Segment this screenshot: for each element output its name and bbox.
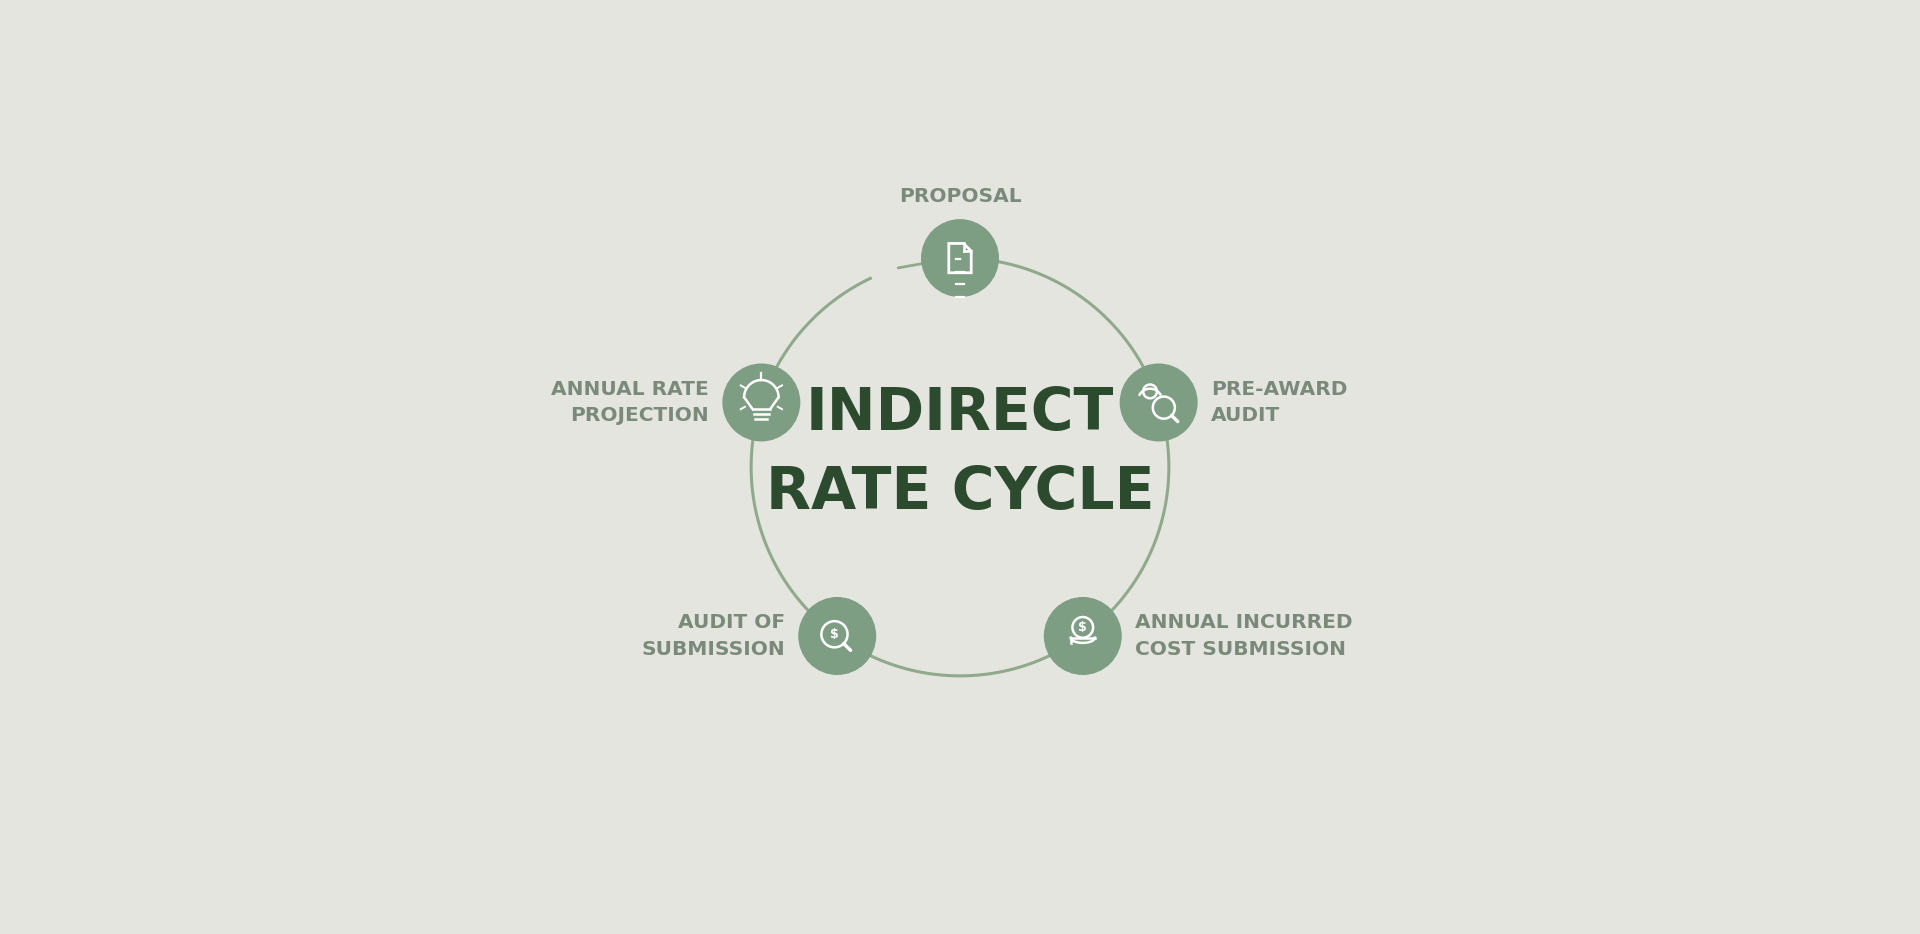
Text: $: $ bbox=[829, 628, 839, 641]
Circle shape bbox=[724, 364, 799, 441]
Circle shape bbox=[799, 598, 876, 674]
Text: AUDIT OF
SUBMISSION: AUDIT OF SUBMISSION bbox=[641, 614, 785, 658]
Circle shape bbox=[1121, 364, 1196, 441]
Text: ANNUAL RATE
PROJECTION: ANNUAL RATE PROJECTION bbox=[551, 380, 708, 425]
Circle shape bbox=[1044, 598, 1121, 674]
Text: $: $ bbox=[1079, 621, 1087, 634]
Text: ANNUAL INCURRED
COST SUBMISSION: ANNUAL INCURRED COST SUBMISSION bbox=[1135, 614, 1352, 658]
Text: PRE-AWARD
AUDIT: PRE-AWARD AUDIT bbox=[1212, 380, 1348, 425]
Text: PROPOSAL: PROPOSAL bbox=[899, 187, 1021, 205]
Text: INDIRECT
RATE CYCLE: INDIRECT RATE CYCLE bbox=[766, 385, 1154, 521]
Circle shape bbox=[922, 219, 998, 296]
